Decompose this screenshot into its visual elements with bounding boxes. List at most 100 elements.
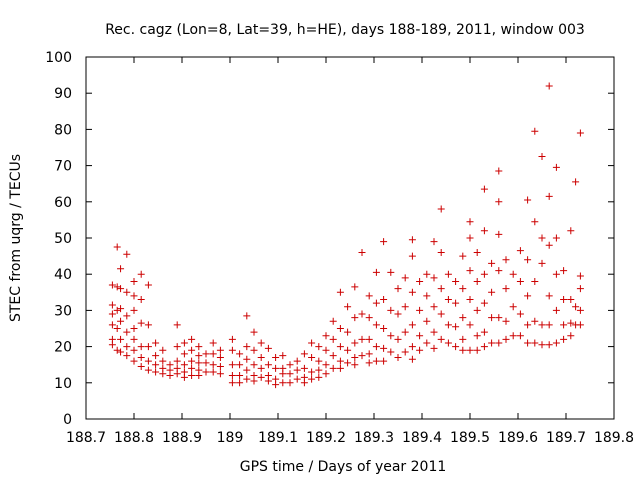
data-point xyxy=(576,285,584,293)
data-point xyxy=(480,328,488,336)
data-point xyxy=(480,185,488,193)
data-point xyxy=(123,328,131,336)
data-point xyxy=(538,321,546,329)
data-point xyxy=(437,310,445,318)
data-point xyxy=(408,343,416,351)
data-point xyxy=(250,361,258,369)
data-point xyxy=(236,361,244,369)
data-point xyxy=(113,325,121,332)
data-point xyxy=(188,335,196,343)
data-point xyxy=(137,343,145,351)
data-point xyxy=(188,346,196,354)
data-point xyxy=(480,227,488,235)
data-point xyxy=(538,259,546,267)
data-point xyxy=(509,303,517,311)
data-point xyxy=(152,339,160,347)
data-point xyxy=(180,361,188,369)
data-point xyxy=(117,317,125,325)
data-point xyxy=(117,285,125,293)
data-point xyxy=(180,373,188,381)
data-point xyxy=(560,321,568,329)
data-point xyxy=(538,341,546,349)
data-point xyxy=(293,366,301,374)
data-point xyxy=(344,328,352,336)
data-point xyxy=(130,292,138,300)
data-point xyxy=(473,277,481,285)
data-point xyxy=(243,343,251,351)
data-point xyxy=(257,353,265,361)
data-point xyxy=(358,352,366,360)
data-point xyxy=(430,303,438,311)
data-point xyxy=(137,270,145,278)
data-point xyxy=(437,248,445,256)
data-point xyxy=(228,372,236,380)
data-point xyxy=(243,375,251,383)
data-point xyxy=(495,267,503,275)
data-point xyxy=(228,361,236,369)
data-point xyxy=(166,372,174,380)
x-tick-label: 189.8 xyxy=(594,430,634,446)
data-point xyxy=(495,198,503,206)
data-point xyxy=(173,370,181,378)
data-point xyxy=(144,343,152,351)
data-point xyxy=(322,346,330,354)
data-point xyxy=(380,296,388,304)
data-point xyxy=(137,319,145,327)
data-point xyxy=(344,346,352,354)
data-point xyxy=(123,312,131,320)
data-point xyxy=(152,352,160,360)
data-point xyxy=(408,236,416,244)
data-point xyxy=(117,265,125,273)
data-point xyxy=(329,317,337,325)
data-point xyxy=(545,192,553,200)
data-point xyxy=(538,153,546,161)
data-point xyxy=(173,357,181,365)
data-point xyxy=(444,321,452,329)
data-point xyxy=(152,361,160,369)
data-point xyxy=(545,241,553,249)
x-tick-label: 189 xyxy=(217,430,244,446)
data-point xyxy=(250,346,258,354)
data-point xyxy=(408,252,416,260)
data-point xyxy=(236,350,244,358)
data-point xyxy=(516,332,524,340)
data-point xyxy=(416,277,424,285)
data-point xyxy=(408,288,416,296)
data-point xyxy=(137,296,145,304)
data-point xyxy=(108,301,116,309)
data-point xyxy=(344,303,352,311)
data-point xyxy=(545,82,553,90)
data-point xyxy=(576,306,584,314)
data-point xyxy=(576,321,584,329)
data-point xyxy=(365,314,373,322)
chart-title: Rec. cagz (Lon=8, Lat=39, h=HE), days 18… xyxy=(105,22,585,38)
data-point xyxy=(216,346,224,354)
data-point xyxy=(401,348,409,356)
y-tick-label: 40 xyxy=(54,267,72,283)
data-point xyxy=(387,348,395,356)
data-point xyxy=(159,370,167,378)
data-point xyxy=(524,321,532,329)
x-axis-label: GPS time / Days of year 2011 xyxy=(240,459,447,475)
data-point xyxy=(560,335,568,343)
data-point xyxy=(538,234,546,242)
data-point xyxy=(195,343,203,351)
data-point xyxy=(236,379,244,387)
data-point xyxy=(545,321,553,329)
data-point xyxy=(188,372,196,380)
x-tick-label: 189.7 xyxy=(546,430,586,446)
data-point xyxy=(437,335,445,343)
data-point xyxy=(459,335,467,343)
x-tick-label: 189.2 xyxy=(306,430,346,446)
data-point xyxy=(567,296,575,304)
data-point xyxy=(123,288,131,296)
data-point xyxy=(459,346,467,354)
data-point xyxy=(576,272,584,280)
data-point xyxy=(351,314,359,322)
data-point xyxy=(250,328,258,336)
data-point xyxy=(516,310,524,318)
data-point xyxy=(180,350,188,358)
data-point xyxy=(257,339,265,347)
data-point xyxy=(372,299,380,307)
data-point xyxy=(336,325,344,332)
